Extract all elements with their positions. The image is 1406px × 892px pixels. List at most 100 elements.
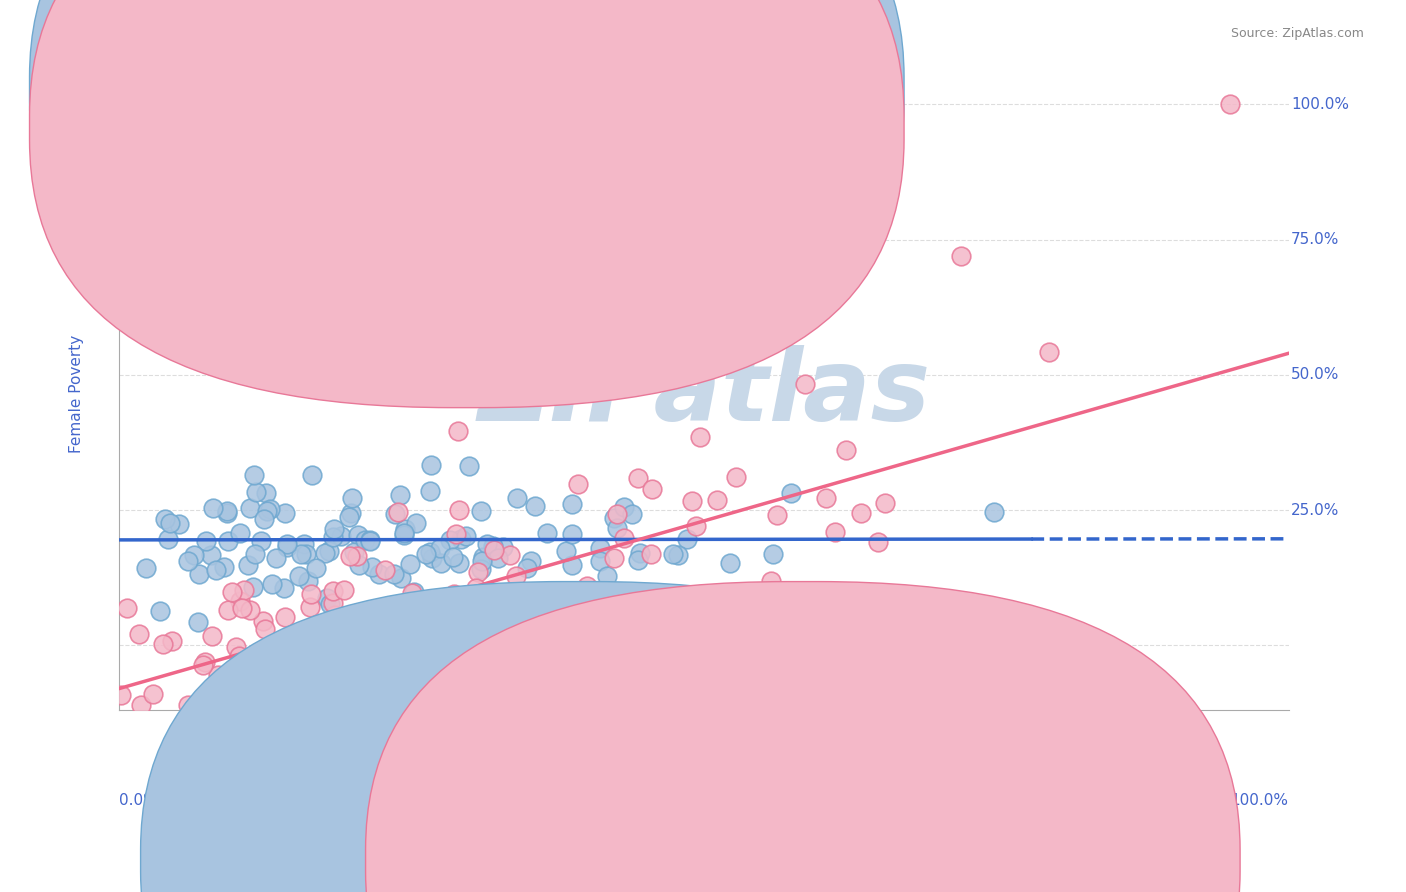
Point (273, 610, 295, 624)
Point (322, 531, 344, 545)
Point (266, 551, 288, 566)
Point (1038, 345, 1060, 359)
Point (640, 547, 662, 561)
Point (456, 529, 478, 543)
Point (718, 556, 741, 570)
Point (418, 619, 440, 633)
Point (301, 587, 323, 601)
Point (276, 537, 298, 551)
Point (204, 681, 226, 695)
Point (458, 458, 481, 473)
Text: 100.0%: 100.0% (1291, 97, 1348, 112)
Point (250, 534, 273, 549)
Point (389, 571, 412, 585)
Point (766, 508, 789, 522)
Point (295, 547, 318, 561)
Point (387, 663, 409, 677)
Point (284, 655, 307, 669)
Point (340, 491, 363, 506)
Point (347, 528, 370, 542)
Point (666, 549, 689, 563)
Point (226, 692, 249, 706)
Point (482, 539, 505, 553)
Point (666, 609, 689, 624)
Point (465, 581, 488, 595)
Point (243, 467, 266, 482)
Point (679, 362, 702, 376)
Point (419, 545, 441, 559)
Point (685, 519, 707, 533)
Point (360, 560, 382, 574)
Point (212, 560, 235, 574)
Point (333, 582, 356, 597)
Point (866, 535, 889, 549)
Text: Source: ZipAtlas.com: Source: ZipAtlas.com (1230, 27, 1364, 40)
Point (482, 543, 505, 558)
Point (225, 665, 247, 680)
Point (374, 563, 396, 577)
Point (470, 562, 492, 576)
Point (319, 597, 342, 611)
Point (356, 624, 378, 638)
Point (415, 547, 437, 561)
Text: ZIPatlas: ZIPatlas (477, 345, 931, 442)
Point (323, 608, 346, 623)
Point (326, 614, 349, 628)
Point (110, 689, 132, 703)
Point (246, 683, 269, 698)
Point (153, 512, 176, 526)
Point (387, 681, 409, 696)
Point (620, 507, 643, 521)
Point (177, 554, 200, 568)
Point (472, 549, 495, 564)
Point (950, 249, 973, 263)
Point (471, 554, 494, 568)
Text: French: French (827, 852, 877, 866)
Point (305, 561, 328, 575)
Point (387, 504, 409, 518)
Point (149, 604, 172, 618)
Point (115, 601, 138, 615)
Point (128, 627, 150, 641)
Point (626, 553, 648, 567)
Text: N = 122: N = 122 (668, 82, 735, 96)
Point (681, 493, 703, 508)
Point (419, 483, 441, 498)
Point (195, 533, 218, 548)
Point (447, 424, 470, 438)
Point (382, 566, 405, 581)
Point (194, 656, 217, 670)
Point (346, 549, 368, 563)
Point (281, 629, 304, 643)
Point (420, 550, 443, 565)
Point (152, 637, 174, 651)
Text: N = 102: N = 102 (668, 120, 735, 135)
Point (420, 458, 443, 473)
Point (238, 558, 260, 572)
Point (228, 594, 250, 608)
Point (322, 596, 344, 610)
Point (242, 581, 264, 595)
Text: Immigrants from Cuba: Immigrants from Cuba (602, 852, 775, 866)
Point (368, 566, 391, 581)
Text: IMMIGRANTS FROM CUBA VS FRENCH FEMALE POVERTY CORRELATION CHART: IMMIGRANTS FROM CUBA VS FRENCH FEMALE PO… (56, 27, 842, 45)
Point (256, 503, 278, 517)
Point (347, 558, 370, 573)
Point (297, 574, 319, 589)
Point (648, 620, 671, 634)
Point (290, 547, 312, 561)
Text: R = 0.006: R = 0.006 (489, 82, 572, 96)
Point (142, 687, 165, 701)
Point (835, 443, 858, 458)
Point (689, 430, 711, 444)
Point (561, 527, 583, 541)
Point (224, 674, 246, 689)
Point (352, 605, 374, 619)
Point (942, 619, 965, 633)
Point (129, 698, 152, 712)
Point (762, 548, 785, 562)
Point (339, 549, 361, 563)
Point (627, 471, 650, 485)
Point (499, 549, 522, 563)
Point (430, 556, 453, 570)
